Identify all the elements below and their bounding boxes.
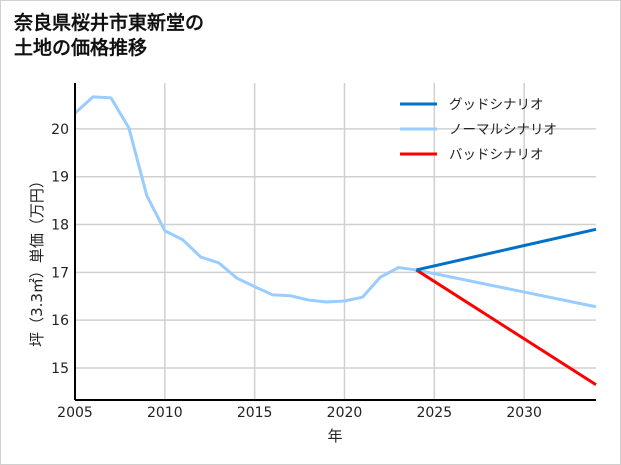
x-tick-label: 2005 xyxy=(57,405,93,421)
y-axis-label: 坪（3.3㎡）単価（万円） xyxy=(28,173,46,347)
x-tick-label: 2020 xyxy=(327,405,363,421)
series-line-1 xyxy=(73,95,597,309)
y-tick-label: 20 xyxy=(51,122,69,138)
x-axis-label: 年 xyxy=(327,427,342,445)
legend-label: バッドシナリオ xyxy=(449,147,544,163)
y-tick-label: 16 xyxy=(51,313,69,329)
y-tick-label: 19 xyxy=(51,170,69,186)
y-tick-label: 17 xyxy=(51,265,69,281)
chart-title: 奈良県桜井市東新堂の 土地の価格推移 xyxy=(14,11,204,61)
x-tick-label: 2010 xyxy=(147,405,183,421)
series-line-0 xyxy=(416,227,597,272)
title-line-2: 土地の価格推移 xyxy=(14,37,148,59)
legend-label: グッドシナリオ xyxy=(449,97,544,113)
title-line-1: 奈良県桜井市東新堂の xyxy=(14,12,205,34)
series-line-2 xyxy=(415,268,597,386)
x-tick-label: 2015 xyxy=(237,405,273,421)
x-tick-label: 2030 xyxy=(506,405,542,421)
y-tick-label: 18 xyxy=(51,218,69,234)
x-tick-label: 2025 xyxy=(416,405,452,421)
legend-label: ノーマルシナリオ xyxy=(449,122,557,138)
y-tick-label: 15 xyxy=(51,361,69,377)
